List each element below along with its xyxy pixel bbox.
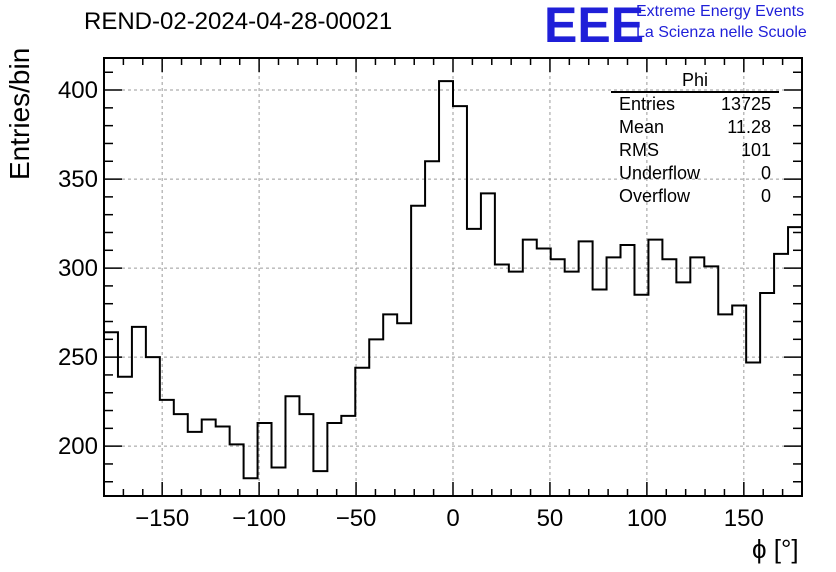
stats-row-mean: Mean 11.28	[611, 116, 779, 139]
logo-line-2: La Scienza nelle Scuole	[636, 24, 807, 41]
stats-value: 0	[760, 186, 771, 206]
chart-title: REND-02-2024-04-28-00021	[84, 8, 393, 35]
eee-logo: EEE	[544, 0, 645, 53]
x-tick-label: −100	[232, 505, 286, 532]
y-tick-label: 200	[58, 433, 98, 460]
y-tick-label: 250	[58, 344, 98, 371]
stats-value: 11.28	[727, 117, 771, 137]
axis-tick-labels: −150 −100 −50 0 50 100 150 200 250 300 350 400	[58, 77, 764, 532]
stats-title: Phi	[611, 70, 779, 93]
stats-label: Underflow	[619, 163, 701, 183]
logo-line-1: Extreme Energy Events	[636, 3, 805, 20]
axis-ticks	[103, 58, 803, 496]
stats-label: RMS	[619, 140, 659, 160]
x-tick-label: 50	[537, 505, 564, 532]
stats-label: Mean	[619, 117, 665, 137]
stats-row-rms: RMS 101	[611, 139, 779, 162]
grid-lines	[104, 58, 802, 496]
stats-row-overflow: Overflow 0	[611, 185, 779, 208]
stats-row-entries: Entries 13725	[611, 93, 779, 116]
histogram-series-phi	[104, 80, 802, 480]
x-tick-label: 150	[724, 505, 764, 532]
stats-value: 13725	[720, 94, 771, 114]
stats-label: Overflow	[619, 186, 691, 206]
x-axis-label: ϕ [°]	[752, 534, 799, 564]
x-tick-label: 0	[446, 505, 459, 532]
stats-value: 0	[760, 163, 771, 183]
stats-value: 101	[740, 140, 771, 160]
y-tick-label: 350	[58, 166, 98, 193]
stats-label: Entries	[619, 94, 676, 114]
stats-box: Phi Entries 13725 Mean 11.28 RMS 101 Und…	[611, 70, 779, 208]
y-axis-label: Entries/bin	[4, 47, 35, 180]
x-tick-label: −50	[336, 505, 377, 532]
y-tick-label: 300	[58, 255, 98, 282]
y-tick-label: 400	[58, 77, 98, 104]
stats-row-underflow: Underflow 0	[611, 162, 779, 185]
x-tick-label: 100	[627, 505, 667, 532]
x-tick-label: −150	[135, 505, 189, 532]
